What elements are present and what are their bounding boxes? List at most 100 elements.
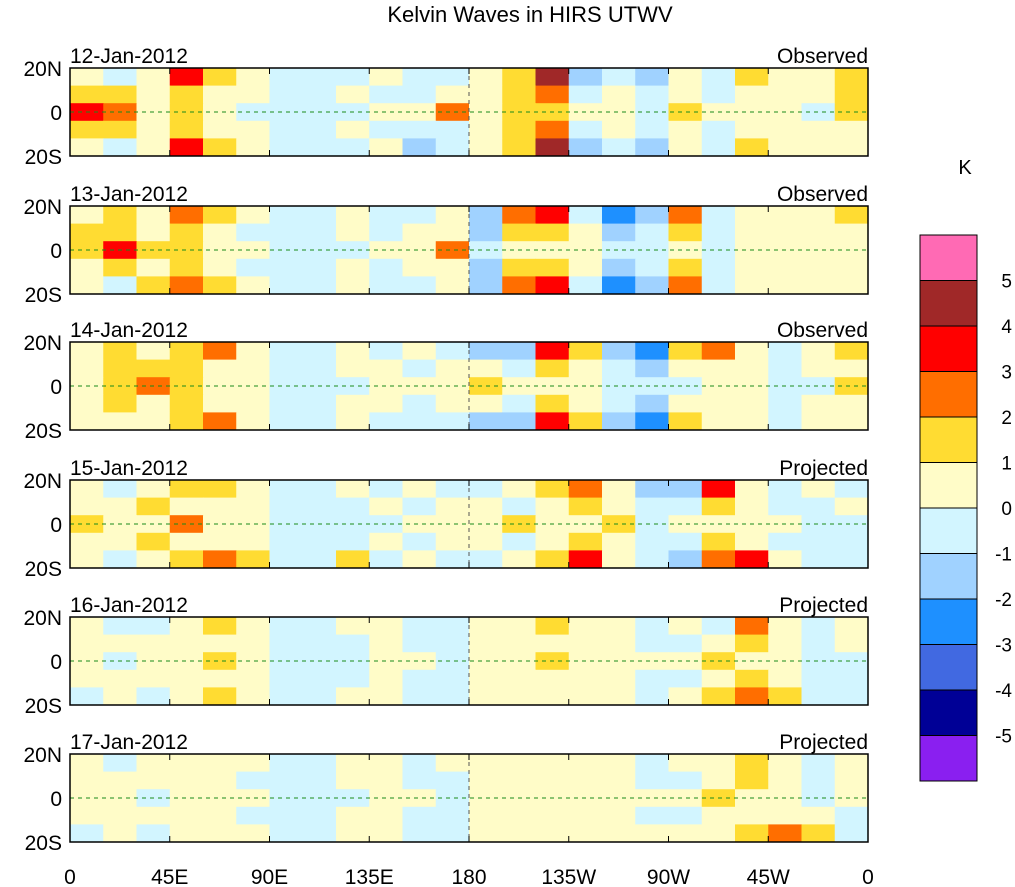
heatmap-cell	[236, 480, 270, 499]
heatmap-cell	[635, 824, 669, 843]
heatmap-cell	[169, 377, 204, 396]
heatmap-cell	[70, 68, 104, 87]
heatmap-cell	[502, 394, 536, 413]
heatmap-cell	[801, 276, 836, 295]
heatmap-cell	[834, 652, 869, 671]
heatmap-cell	[502, 634, 536, 653]
heatmap-cell	[402, 120, 437, 139]
heatmap-cell	[136, 754, 171, 773]
heatmap-cell	[103, 771, 137, 790]
heatmap-cell	[834, 241, 869, 260]
heatmap-cell	[236, 532, 270, 551]
panel-status: Projected	[779, 594, 868, 617]
heatmap-cell	[70, 771, 104, 790]
heatmap-cell	[336, 806, 370, 825]
heatmap-cell	[236, 377, 270, 396]
heatmap-cell	[535, 258, 570, 277]
heatmap-cell	[568, 258, 603, 277]
heatmap-cell	[435, 68, 470, 87]
heatmap-cell	[269, 687, 304, 706]
colorbar-swatch	[919, 735, 978, 782]
heatmap-cell	[70, 754, 104, 773]
heatmap-cell	[336, 342, 370, 361]
heatmap-cell	[635, 754, 669, 773]
heatmap-cell	[469, 532, 503, 551]
heatmap-cell	[668, 515, 703, 534]
heatmap-cell	[70, 412, 104, 431]
heatmap-cell	[568, 85, 603, 104]
heatmap-cell	[369, 377, 403, 396]
heatmap-cell	[801, 206, 836, 225]
heatmap-cell	[169, 276, 204, 295]
heatmap-cell	[369, 652, 403, 671]
heatmap-cell	[136, 617, 171, 636]
heatmap-cell	[269, 669, 304, 688]
heatmap-cell	[701, 258, 736, 277]
heatmap-cell	[435, 241, 470, 260]
heatmap-cell	[568, 532, 603, 551]
heatmap-cell	[701, 497, 736, 516]
heatmap-cell	[469, 412, 503, 431]
heatmap-cell	[735, 206, 769, 225]
heatmap-cell	[435, 532, 470, 551]
heatmap-cell	[70, 532, 104, 551]
heatmap-cell	[635, 771, 669, 790]
heatmap-cell	[136, 497, 171, 516]
heatmap-cell	[568, 754, 603, 773]
heatmap-cell	[336, 771, 370, 790]
heatmap-cell	[336, 754, 370, 773]
heatmap-cell	[568, 824, 603, 843]
heatmap-cell	[203, 789, 237, 808]
lat-tick-label: 20S	[25, 832, 62, 855]
heatmap-cell	[768, 120, 802, 139]
heatmap-cell	[801, 85, 836, 104]
heatmap-cell	[568, 138, 603, 157]
heatmap-cell	[502, 120, 536, 139]
heatmap-cell	[735, 497, 769, 516]
heatmap-cell	[369, 206, 403, 225]
heatmap-cell	[535, 617, 570, 636]
heatmap-cell	[801, 241, 836, 260]
heatmap-cell	[103, 669, 137, 688]
heatmap-cell	[768, 258, 802, 277]
heatmap-cell	[568, 206, 603, 225]
heatmap-cell	[834, 480, 869, 499]
heatmap-cell	[834, 550, 869, 569]
heatmap-cell	[635, 652, 669, 671]
heatmap-cell	[469, 276, 503, 295]
heatmap-cell	[402, 377, 437, 396]
heatmap-cell	[136, 550, 171, 569]
heatmap-cell	[336, 258, 370, 277]
heatmap-cell	[801, 120, 836, 139]
colorbar-swatch	[919, 234, 978, 281]
heatmap-cell	[535, 824, 570, 843]
heatmap-cell	[203, 103, 237, 122]
heatmap-cell	[136, 85, 171, 104]
heatmap-cell	[236, 515, 270, 534]
heatmap-cell	[834, 359, 869, 378]
heatmap-cell	[834, 68, 869, 87]
heatmap-cell	[701, 754, 736, 773]
heatmap-cell	[103, 806, 137, 825]
heatmap-cell	[701, 617, 736, 636]
heatmap-cell	[535, 359, 570, 378]
heatmap-cell	[236, 342, 270, 361]
heatmap-cell	[402, 669, 437, 688]
heatmap-cell	[801, 824, 836, 843]
heatmap-cell	[169, 68, 204, 87]
heatmap-cell	[336, 497, 370, 516]
heatmap-cell	[203, 85, 237, 104]
heatmap-cell	[801, 480, 836, 499]
heatmap-cell	[435, 687, 470, 706]
heatmap-cell	[169, 687, 204, 706]
lon-tick-label: 45W	[747, 866, 790, 887]
heatmap-cell	[369, 85, 403, 104]
heatmap-cell	[402, 687, 437, 706]
heatmap-cell	[635, 241, 669, 260]
heatmap-cell	[602, 223, 636, 242]
heatmap-cell	[668, 687, 703, 706]
heatmap-cell	[469, 85, 503, 104]
lat-tick-label: 20N	[23, 744, 62, 767]
heatmap-cell	[169, 617, 204, 636]
